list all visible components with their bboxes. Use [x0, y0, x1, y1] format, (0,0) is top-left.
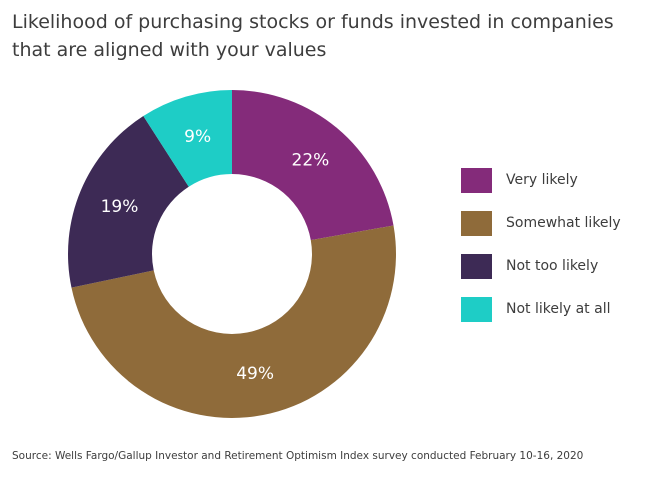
- legend-item-somewhat-likely: Somewhat likely: [461, 210, 621, 236]
- legend-label-somewhat-likely: Somewhat likely: [506, 215, 621, 231]
- donut-slice-labels: 22% 49% 19% 9%: [101, 127, 330, 384]
- slice-somewhat-likely: [71, 225, 397, 419]
- slice-label-not-too-likely: 19%: [101, 197, 139, 217]
- legend-item-not-too-likely: Not too likely: [461, 253, 621, 279]
- chart-legend: Very likely Somewhat likely Not too like…: [461, 167, 621, 339]
- slice-label-not-likely-at-all: 9%: [184, 127, 211, 147]
- legend-swatch-somewhat-likely: [461, 210, 492, 236]
- legend-swatch-very-likely: [461, 167, 492, 193]
- slice-not-likely-at-all: [143, 90, 232, 187]
- legend-item-very-likely: Very likely: [461, 167, 621, 193]
- slice-label-somewhat-likely: 49%: [236, 364, 274, 384]
- slice-not-too-likely: [68, 116, 189, 288]
- chart-title: Likelihood of purchasing stocks or funds…: [12, 11, 614, 61]
- legend-swatch-not-likely-at-all: [461, 296, 492, 322]
- slice-label-very-likely: 22%: [292, 151, 330, 171]
- legend-label-not-too-likely: Not too likely: [506, 258, 599, 274]
- legend-label-very-likely: Very likely: [506, 172, 578, 188]
- legend-item-not-likely-at-all: Not likely at all: [461, 296, 621, 322]
- legend-label-not-likely-at-all: Not likely at all: [506, 301, 611, 317]
- slice-very-likely: [232, 90, 394, 241]
- legend-swatch-not-too-likely: [461, 253, 492, 279]
- source-note: Source: Wells Fargo/Gallup Investor and …: [12, 450, 584, 462]
- donut-slices: [68, 90, 397, 419]
